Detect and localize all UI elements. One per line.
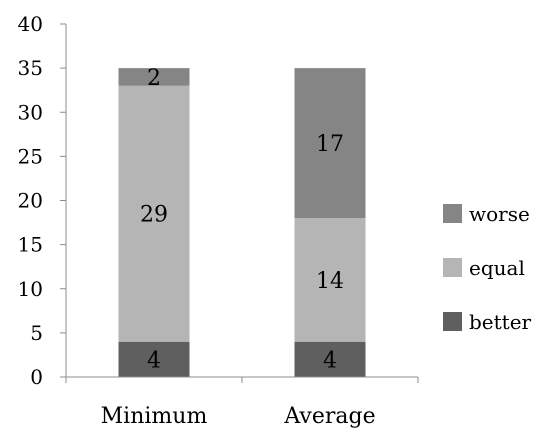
y-tick-label: 40 [18,12,43,36]
bar-segment-better [294,341,366,377]
legend-label-worse: worse [469,202,530,226]
data-label-worse: 17 [316,132,344,157]
bar-segment-equal [118,85,190,342]
category-label: Average [283,404,375,429]
legend-swatch-worse [443,204,462,223]
legend-swatch-equal [443,258,462,277]
data-label-worse: 2 [147,66,161,91]
bar-segment-equal [294,218,366,342]
data-label-equal: 14 [316,269,344,294]
y-axis-ticks: 0 5 10 15 20 25 30 35 40 [18,12,66,389]
bars [118,68,366,377]
data-labels: 4 29 2 4 14 17 [140,66,344,373]
y-tick-label: 10 [18,277,43,301]
data-label-equal: 29 [140,203,168,228]
legend-swatch-better [443,312,462,331]
bar-segment-better [118,341,190,377]
legend-label-better: better [469,310,532,334]
y-tick-label: 35 [18,56,43,80]
y-tick-label: 30 [18,100,43,124]
data-label-better: 4 [323,348,337,373]
legend: worse equal better [443,202,532,334]
legend-label-equal: equal [469,256,525,280]
y-tick-label: 5 [30,321,43,345]
y-tick-label: 15 [18,233,43,257]
y-tick-label: 25 [18,144,43,168]
y-tick-label: 0 [30,365,43,389]
category-label: Minimum [101,404,208,429]
bar-segment-worse [118,68,190,86]
bar-segment-worse [294,68,366,219]
axes [65,24,419,383]
data-label-better: 4 [147,348,161,373]
category-labels: Minimum Average [101,404,376,429]
y-tick-label: 20 [18,189,43,213]
